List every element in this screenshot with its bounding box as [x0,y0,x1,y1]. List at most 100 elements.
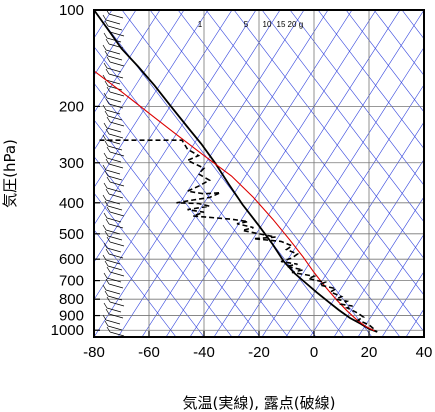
wind-barb [107,205,123,211]
x-tick-label: -60 [138,344,160,361]
wind-barb [108,223,124,229]
y-tick-label: 500 [59,226,84,243]
wind-barb-flag [103,32,108,39]
wind-barb [109,151,125,157]
wind-barb [106,37,122,43]
wind-barb-flag [104,260,109,267]
isotherm-line [189,10,401,337]
mixing-ratio-label: 1 [198,20,203,29]
wind-barb [108,193,124,199]
isotherm-line [94,10,233,226]
wind-barb-flag [105,38,110,45]
wind-barb-flag [102,44,107,51]
wind-barb-flag [104,140,109,147]
adiabat-line [261,10,424,223]
wind-barb-flag [105,128,110,135]
y-tick-label: 800 [59,291,84,308]
y-tick-label: 200 [59,98,84,115]
wind-barb [107,295,123,301]
wind-barb-flag [105,98,110,105]
adiabat-line [94,46,317,337]
x-axis-ticks: -80 -60 -40 -20 0 20 40 [83,331,432,361]
wind-barb [109,61,125,67]
wind-barb-flag [105,158,110,165]
x-tick-label: -80 [83,344,105,361]
adiabat-line [373,10,424,76]
x-tick-label: -20 [248,344,270,361]
wind-barb-flag [102,134,107,141]
wind-barb-flag [105,218,110,225]
wind-barb [105,169,121,175]
isotherm-line [430,10,435,337]
wind-barb [106,247,122,253]
wind-barb [109,211,125,217]
wind-barb-flag [102,284,107,291]
y-tick-label: 300 [59,155,84,172]
wind-barb-flag [106,206,111,213]
isotherm-line [94,10,185,151]
wind-barb-flag [105,278,110,285]
x-tick-label: -40 [193,344,215,361]
wind-barb-flag [104,230,109,237]
wind-barb-flag [104,320,109,327]
wind-barb [107,325,123,331]
parcel-line [94,70,375,332]
wind-barb [106,217,122,223]
wind-barb [106,187,122,193]
wind-barb-flag [106,266,111,273]
wind-barb-flag [104,290,109,297]
wind-barb [109,331,125,337]
adiabat-line [430,10,435,337]
wind-barb [109,271,125,277]
isotherm-line [165,10,377,337]
wind-barb-flag [106,236,111,243]
wind-barb-flag [104,110,109,117]
wind-barb [107,145,123,151]
wind-barb-flag [106,86,111,93]
sounding-profiles [94,10,378,333]
wind-barb [107,235,123,241]
wind-barb [107,25,123,31]
adiabat-line [94,192,205,337]
y-tick-label: 1000 [51,322,84,339]
wind-barb [107,265,123,271]
wind-barb [106,277,122,283]
wind-barb-flag [105,68,110,75]
wind-barb-flag [106,56,111,63]
wind-barb-flag [102,104,107,111]
wind-barb-flag [106,146,111,153]
y-tick-label: 100 [59,2,84,19]
y-axis-label: 気圧(hPa) [1,139,19,208]
mixing-ratio-label: 10 [263,20,272,29]
wind-barb-flag [102,14,107,21]
wind-barb [108,253,124,259]
adiabat-line [94,119,261,337]
adiabat-line [233,10,424,260]
wind-barb [109,121,125,127]
wind-barb [109,301,125,307]
y-tick-label: 900 [59,308,84,325]
wind-barb-flag [104,200,109,207]
wind-barb [105,229,121,235]
adiabat-line [94,229,177,337]
wind-barb [108,313,124,319]
wind-barb [108,163,124,169]
wind-barb [108,73,124,79]
wind-barb-flag [103,302,108,309]
wind-barb-flag [104,50,109,57]
isotherm-line [94,10,137,76]
wind-barb-flag [102,194,107,201]
wind-barb [108,13,124,19]
wind-barb-flag [102,254,107,261]
wind-barb-flag [102,314,107,321]
isotherm-line [261,84,424,337]
mixing-ratio-label: g [299,20,303,29]
wind-barb [107,85,123,91]
wind-barb-flag [103,122,108,129]
temperature-line [94,10,378,333]
wind-barb-flag [104,170,109,177]
isotherm-line [117,10,329,337]
mixing-ratio-label: 5 [244,20,249,29]
adiabat-line [205,10,424,296]
